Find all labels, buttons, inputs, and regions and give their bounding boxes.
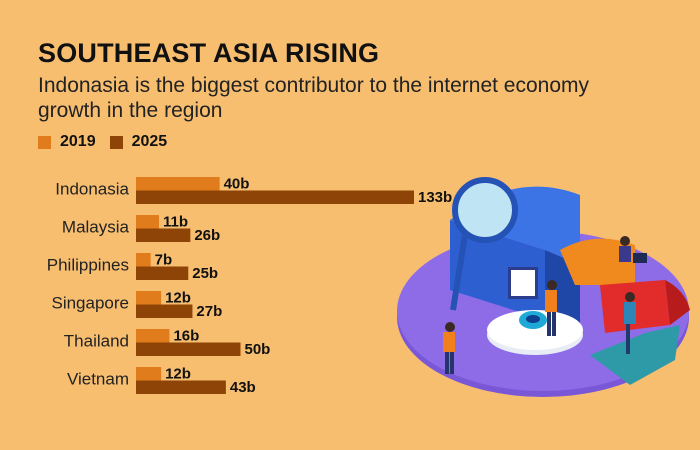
data-label-malaysia-2019: 11b	[163, 214, 188, 231]
data-label-vietnam-2019: 12b	[165, 366, 191, 383]
bar-indonasia-2025	[136, 190, 414, 204]
bar-indonasia-2019	[136, 177, 220, 191]
bar-thailand-2025	[136, 342, 241, 356]
podium-ring-center-shape	[526, 315, 540, 323]
magnifying-glass-icon	[452, 177, 518, 243]
person-left-head-icon	[445, 322, 455, 332]
person-leg-shape	[547, 312, 551, 336]
data-label-thailand-2025: 50b	[245, 341, 271, 358]
bar-vietnam-2025	[136, 380, 226, 394]
data-label-singapore-2019: 12b	[165, 290, 191, 307]
legend-swatch-2019	[38, 135, 51, 149]
data-label-malaysia-2025: 26b	[194, 227, 220, 244]
category-label-indonasia: Indonasia	[55, 180, 129, 199]
data-label-indonasia-2025: 133b	[418, 189, 452, 206]
orange-segment-shape	[560, 238, 635, 285]
teal-segment-shape	[590, 325, 680, 385]
person-body-shape	[545, 290, 557, 312]
laptop-icon	[633, 253, 647, 263]
legend-label-2019: 2019	[60, 133, 96, 150]
monitor-screen-shape	[511, 270, 535, 296]
red-segment-side-shape	[665, 280, 690, 325]
person-head-icon	[547, 280, 557, 290]
legend-item-2019: 2019	[38, 133, 96, 151]
person-leg-shape	[552, 312, 556, 336]
bar-thailand-2019	[136, 329, 170, 343]
person-right-body-shape	[624, 302, 636, 324]
data-analysis-illustration	[397, 177, 690, 397]
data-label-singapore-2025: 27b	[196, 303, 222, 320]
data-label-indonasia-2019: 40b	[224, 176, 250, 193]
legend: 2019 2025	[38, 133, 167, 151]
bar-philippines-2025	[136, 266, 189, 280]
legend-label-2025: 2025	[131, 133, 168, 150]
legend-item-2025: 2025	[109, 133, 168, 151]
person-seated-head-icon	[620, 236, 630, 246]
chart-title: SOUTHEAST ASIA RISING	[38, 38, 380, 68]
bar-malaysia-2019	[136, 215, 159, 229]
bar-singapore-2019	[136, 291, 162, 305]
chart-subtitle: Indonasia is the biggest contributor to …	[38, 74, 590, 122]
person-right-leg-shape	[626, 324, 630, 354]
person-left-body-shape	[443, 332, 455, 352]
category-label-malaysia: Malaysia	[62, 218, 130, 237]
person-right-head-icon	[625, 292, 635, 302]
bar-malaysia-2025	[136, 228, 191, 242]
person-left-leg-shape	[450, 352, 454, 374]
category-label-thailand: Thailand	[64, 332, 129, 351]
data-label-philippines-2025: 25b	[192, 265, 218, 282]
category-label-vietnam: Vietnam	[67, 370, 129, 389]
category-label-philippines: Philippines	[47, 256, 129, 275]
category-label-singapore: Singapore	[51, 294, 129, 313]
data-label-vietnam-2025: 43b	[230, 379, 256, 396]
person-seated-body-shape	[619, 246, 631, 262]
legend-swatch-2025	[109, 135, 123, 149]
bar-philippines-2019	[136, 253, 151, 267]
data-label-philippines-2019: 7b	[155, 252, 173, 269]
bar-vietnam-2019	[136, 367, 162, 381]
data-label-thailand-2019: 16b	[173, 328, 199, 345]
bar-singapore-2025	[136, 304, 193, 318]
white-podium-top-shape	[487, 310, 583, 350]
magnifying-glass-handle-shape	[450, 234, 468, 311]
person-left-leg-shape	[445, 352, 449, 374]
